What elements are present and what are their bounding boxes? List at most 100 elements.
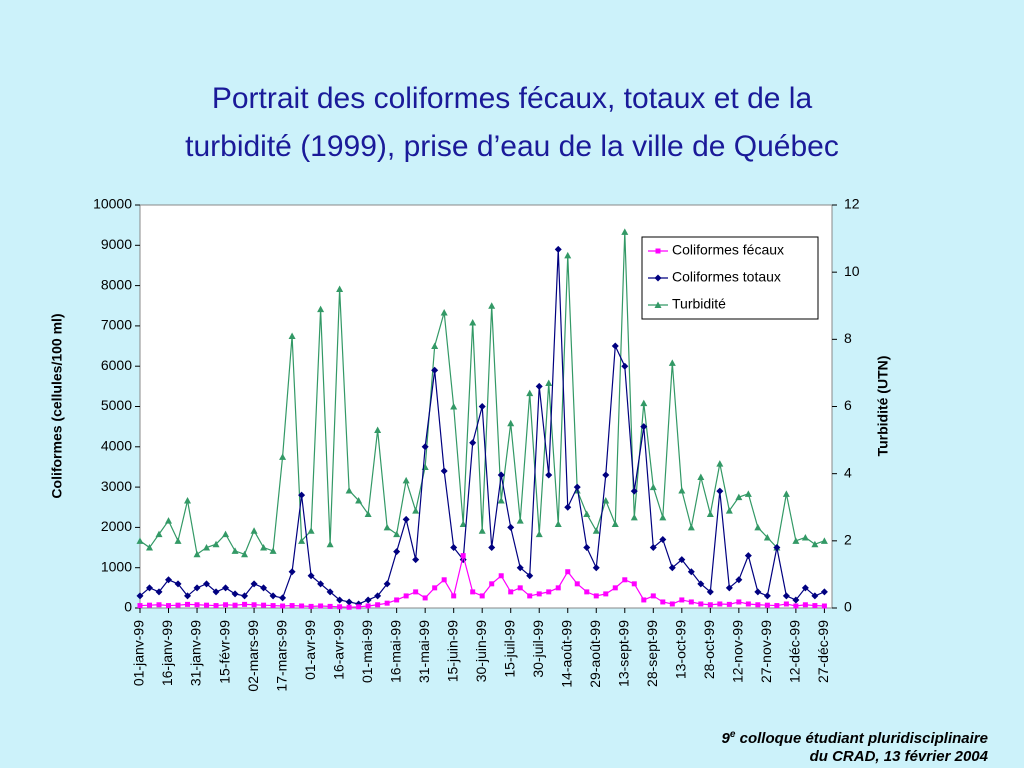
data-point (146, 544, 154, 551)
data-point (678, 486, 686, 494)
data-point (364, 510, 372, 517)
data-point (212, 588, 220, 596)
data-point (470, 589, 476, 595)
data-point (440, 308, 448, 316)
x-tick-label: 29-août-99 (587, 620, 603, 688)
data-point (659, 535, 667, 543)
data-point (820, 588, 828, 596)
data-point (621, 362, 629, 370)
data-point (755, 602, 761, 608)
data-point (489, 581, 495, 587)
data-point (707, 602, 713, 608)
data-point (640, 399, 648, 407)
data-point (185, 601, 191, 607)
data-point (706, 510, 714, 517)
data-point (811, 592, 819, 600)
data-point (498, 573, 504, 579)
data-point (744, 490, 752, 497)
y2-tick-label: 10 (844, 263, 860, 279)
data-point (821, 603, 827, 609)
x-tick-label: 12-nov-99 (730, 620, 746, 683)
data-point (793, 603, 799, 609)
data-point (174, 537, 182, 544)
legend-label: Turbidité (672, 296, 726, 312)
data-point (659, 513, 667, 521)
data-point (365, 603, 371, 609)
x-tick-label: 31-mai-99 (416, 620, 432, 683)
data-point (355, 497, 363, 504)
data-point (650, 593, 656, 599)
x-tick-label: 15-juin-99 (444, 620, 460, 682)
data-point (469, 319, 477, 326)
data-point (611, 342, 619, 350)
data-point (660, 599, 666, 605)
x-tick-label: 30-juin-99 (473, 620, 489, 682)
y-tick-label: 6000 (101, 357, 132, 373)
y-tick-label: 10000 (93, 196, 132, 212)
data-point (697, 580, 705, 588)
data-point (687, 523, 695, 531)
x-tick-label: 28-oct-99 (701, 620, 717, 679)
data-point (203, 544, 211, 551)
data-point (289, 603, 295, 609)
data-point (298, 491, 306, 499)
data-point (146, 584, 154, 592)
data-point (356, 604, 362, 610)
data-point (203, 580, 211, 588)
data-point (801, 533, 809, 541)
data-point (251, 602, 257, 608)
data-point (545, 471, 553, 479)
data-point (678, 556, 686, 564)
data-point (383, 523, 391, 531)
data-point (346, 604, 352, 610)
x-tick-label: 16-janv-99 (159, 620, 175, 686)
x-tick-label: 13-oct-99 (673, 620, 689, 679)
data-point (488, 544, 496, 552)
data-point (231, 590, 239, 598)
data-point (802, 602, 808, 608)
data-point (412, 556, 420, 564)
x-tick-label: 13-sept-99 (615, 620, 631, 687)
footer-sup: e (729, 729, 736, 740)
data-point (298, 537, 306, 544)
y-tick-label: 0 (124, 599, 132, 615)
data-point (318, 603, 324, 609)
data-point (431, 366, 439, 374)
legend-box (641, 236, 819, 320)
data-point (156, 602, 162, 608)
x-tick-label: 02-mars-99 (245, 620, 261, 692)
data-point (317, 305, 325, 313)
footer-line2: du CRAD, 13 février 2004 (809, 748, 988, 765)
data-point (508, 589, 514, 595)
data-point (450, 544, 458, 552)
data-point (763, 533, 771, 541)
data-point (375, 602, 381, 608)
y-axis-label: Coliformes (cellules/100 ml) (49, 313, 65, 498)
data-point (630, 487, 638, 495)
data-point (194, 602, 200, 608)
data-point (717, 601, 723, 607)
data-point (136, 537, 144, 544)
y-tick-label: 8000 (101, 276, 132, 292)
data-point (621, 228, 629, 235)
data-point (242, 601, 248, 607)
data-point (555, 585, 561, 591)
data-point (573, 483, 581, 491)
data-point (517, 585, 523, 591)
legend-marker (655, 248, 661, 254)
data-point (403, 593, 409, 599)
data-point (155, 588, 163, 596)
data-point (754, 588, 762, 596)
x-tick-label: 01-mai-99 (359, 620, 375, 683)
x-tick-label: 01-janv-99 (131, 620, 147, 686)
data-point (147, 602, 153, 608)
y-tick-label: 2000 (101, 518, 132, 534)
data-point (612, 585, 618, 591)
data-point (735, 576, 743, 584)
data-point (565, 569, 571, 575)
data-point (668, 359, 676, 366)
data-point (697, 473, 705, 481)
data-point (184, 497, 192, 504)
data-point (317, 580, 325, 588)
